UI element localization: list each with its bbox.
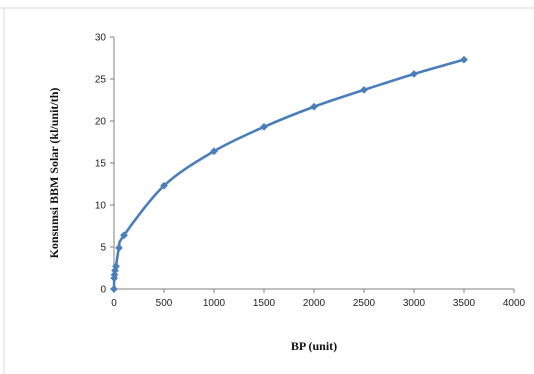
x-tick-label: 3000 — [403, 298, 426, 309]
x-tick-label: 2500 — [353, 298, 376, 309]
data-point-marker — [260, 122, 268, 131]
x-axis-title: BP (unit) — [291, 339, 337, 353]
y-tick-label: 15 — [95, 159, 107, 170]
x-tick-label: 4000 — [503, 298, 526, 309]
data-point-marker — [410, 70, 418, 78]
y-axis-title: Konsumsi BBM Solar (kl/unit/th) — [47, 88, 61, 259]
data-point-marker — [360, 85, 368, 94]
data-point-marker — [112, 262, 120, 271]
series-line — [112, 58, 465, 290]
data-point-marker — [210, 147, 218, 156]
y-tick-label: 25 — [95, 75, 107, 86]
y-axis-ticks: 0 5 10 15 20 25 30 — [95, 33, 114, 296]
x-tick-label: 3500 — [453, 298, 476, 309]
chart-frame — [0, 7, 534, 374]
x-tick-label: 500 — [156, 298, 173, 309]
series-layer — [110, 55, 468, 293]
x-axis-ticks: 0 500 1000 1500 2000 2500 3000 3500 4000 — [111, 289, 526, 309]
data-point-marker — [110, 285, 118, 293]
y-tick-label: 5 — [100, 243, 106, 254]
y-tick-label: 20 — [95, 117, 107, 128]
x-tick-label: 1000 — [203, 298, 226, 309]
x-tick-label: 2000 — [303, 298, 326, 309]
axes — [113, 37, 514, 290]
y-tick-label: 30 — [95, 33, 107, 44]
data-point-marker — [120, 231, 128, 240]
data-point-marker — [460, 55, 468, 64]
data-point-marker — [310, 102, 318, 111]
data-point-marker — [115, 243, 123, 252]
data-point-marker — [160, 181, 168, 190]
x-tick-label: 0 — [111, 298, 117, 309]
y-tick-label: 0 — [100, 285, 106, 296]
data-point-marker — [110, 270, 119, 279]
y-tick-label: 10 — [95, 201, 107, 212]
data-point-marker — [111, 266, 119, 275]
x-tick-label: 1500 — [253, 298, 276, 309]
